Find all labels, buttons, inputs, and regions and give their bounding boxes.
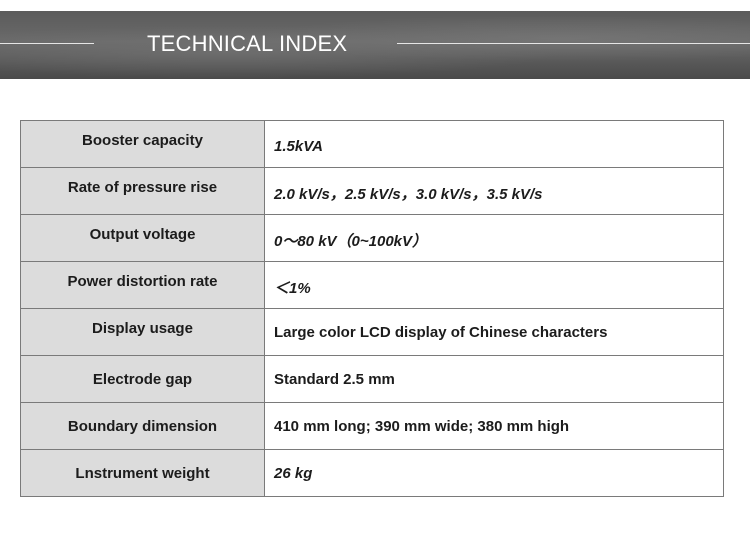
header-banner: TECHNICAL INDEX [0,11,750,79]
spec-value-output-voltage: 0～80 kV（0~100kV） [264,214,724,262]
spec-value-display-usage: Large color LCD display of Chinese chara… [264,308,724,356]
spec-value-electrode-gap: Standard 2.5 mm [264,355,724,403]
spec-value-instrument-weight: 26 kg [264,449,724,497]
spec-label-display-usage: Display usage [20,308,265,356]
spec-label-electrode-gap: Electrode gap [20,355,265,403]
banner-divider-left [0,43,94,44]
spec-label-power-distortion-rate: Power distortion rate [20,261,265,309]
spec-value-booster-capacity: 1.5kVA [264,120,724,168]
table-row: Power distortion rate ＜1% [20,261,724,309]
table-row: Display usage Large color LCD display of… [20,308,724,356]
page-title: TECHNICAL INDEX [147,31,348,56]
banner-divider-right [397,43,750,44]
spec-value-rate-of-pressure-rise: 2.0 kV/s，2.5 kV/s，3.0 kV/s，3.5 kV/s [264,167,724,215]
spec-label-booster-capacity: Booster capacity [20,120,265,168]
spec-label-instrument-weight: Lnstrument weight [20,449,265,497]
spec-value-boundary-dimension: 410 mm long; 390 mm wide; 380 mm high [264,402,724,450]
table-row: Boundary dimension 410 mm long; 390 mm w… [20,402,724,450]
spec-label-output-voltage: Output voltage [20,214,265,262]
spec-label-boundary-dimension: Boundary dimension [20,402,265,450]
table-row: Electrode gap Standard 2.5 mm [20,355,724,403]
table-row: Booster capacity 1.5kVA [20,120,724,168]
spec-label-rate-of-pressure-rise: Rate of pressure rise [20,167,265,215]
table-row: Output voltage 0～80 kV（0~100kV） [20,214,724,262]
spec-table: Booster capacity 1.5kVA Rate of pressure… [20,120,724,497]
spec-value-power-distortion-rate: ＜1% [264,261,724,309]
table-row: Rate of pressure rise 2.0 kV/s，2.5 kV/s，… [20,167,724,215]
table-row: Lnstrument weight 26 kg [20,449,724,497]
